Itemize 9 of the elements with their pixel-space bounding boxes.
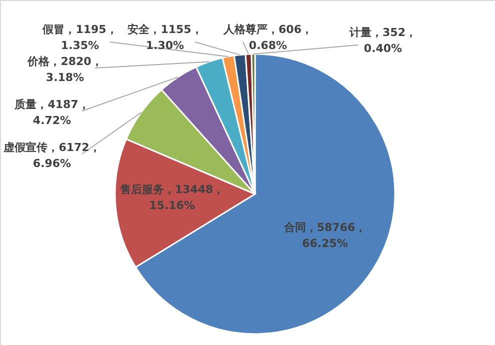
slice-label: 人格尊严，606，0.68% (222, 23, 312, 52)
slice-label: 售后服务，13448，15.16% (118, 183, 224, 212)
slice-label: 质量，4187，4.72% (14, 98, 90, 127)
slice-label: 假冒，1195，1.35% (42, 23, 118, 52)
slice-label: 价格，2820，3.18% (26, 55, 102, 84)
slice-label: 安全，1155，1.30% (128, 23, 202, 52)
slice-label: 虚假宣传，6172，6.96% (2, 141, 100, 170)
slice-label: 合同，58766，66.25% (282, 221, 366, 250)
slice-label: 计量，352，0.40% (348, 26, 416, 55)
